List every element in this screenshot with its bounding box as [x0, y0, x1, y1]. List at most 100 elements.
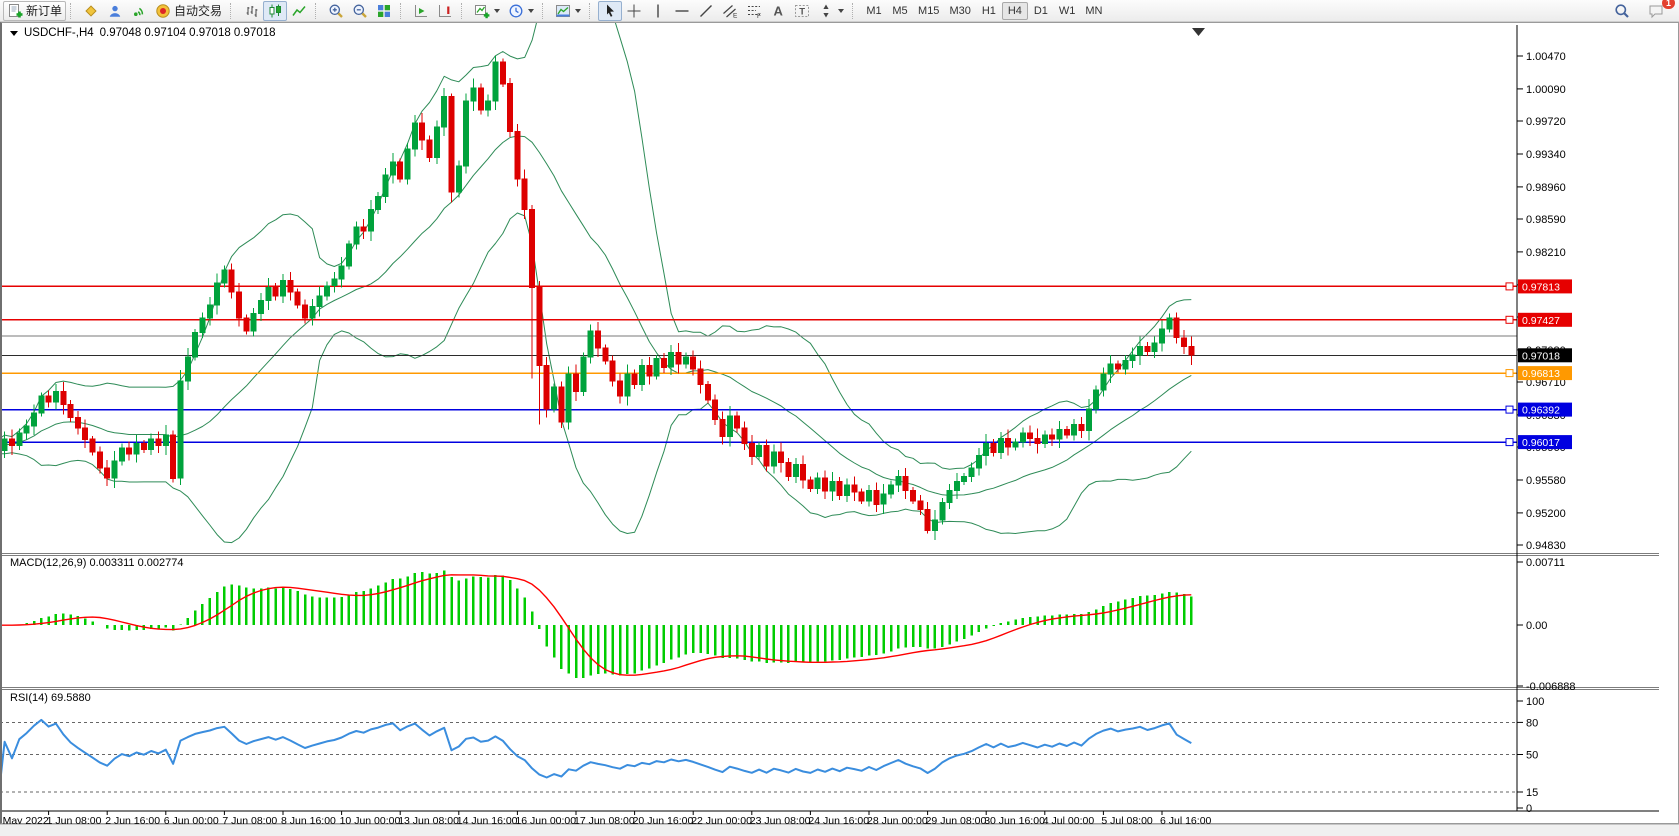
chat-button[interactable]: 1 — [1644, 0, 1675, 21]
svg-text:0.99340: 0.99340 — [1526, 149, 1566, 161]
svg-text:5 Jul 08:00: 5 Jul 08:00 — [1101, 815, 1153, 825]
svg-text:0.96813: 0.96813 — [1522, 368, 1560, 380]
autotrade-icon — [155, 3, 171, 19]
new-chart-button[interactable] — [470, 1, 504, 21]
svg-text:0.97427: 0.97427 — [1522, 315, 1560, 327]
toolbar-separator — [852, 2, 857, 19]
zoom-out-icon — [352, 3, 368, 19]
fibonacci-button[interactable]: F — [742, 1, 766, 21]
main-toolbar: 新订单 自动交易 E F A T M1 M5 M15 M30 H1 H4 D1 W1 MN 1 — [0, 0, 1679, 22]
trendline-button[interactable] — [694, 1, 718, 21]
rsi-line — [2, 718, 1192, 779]
svg-text:-0.006888: -0.006888 — [1526, 681, 1576, 693]
toolbar-right-group: 1 — [1610, 0, 1676, 21]
chart-title-bar[interactable]: USDCHF-,H4 0.97048 0.97104 0.97018 0.970… — [10, 27, 276, 39]
zoom-in-icon — [328, 3, 344, 19]
chart-window: 1.00470 1.00090 0.99720 0.99340 0.98960 0.985… — [0, 22, 1679, 825]
chart-menu-icon[interactable] — [10, 30, 18, 36]
new-order-button[interactable]: 新订单 — [3, 0, 67, 21]
svg-text:6 Jun 00:00: 6 Jun 00:00 — [164, 815, 219, 825]
search-button[interactable] — [1610, 1, 1634, 21]
svg-text:A: A — [774, 3, 784, 18]
timeframe-h4[interactable]: H4 — [1001, 1, 1028, 20]
arrows-icon — [818, 3, 834, 19]
text-button[interactable]: A — [766, 1, 790, 21]
line-chart-button[interactable] — [287, 1, 311, 21]
bars-icon — [243, 3, 259, 19]
hline-icon — [674, 3, 690, 19]
auto-scroll-icon — [437, 3, 453, 19]
toolbar-separator — [542, 2, 547, 19]
dropdown-caret-icon[interactable] — [528, 8, 535, 13]
timeframe-mn[interactable]: MN — [1080, 2, 1107, 20]
timeframe-d1[interactable]: D1 — [1028, 2, 1054, 20]
mql5-community-button[interactable] — [103, 1, 127, 21]
toolbar-separator — [400, 2, 405, 19]
svg-text:28 Jun 00:00: 28 Jun 00:00 — [867, 815, 928, 825]
svg-text:0.98960: 0.98960 — [1526, 182, 1566, 194]
zoom-out-button[interactable] — [348, 1, 372, 21]
cursor-button[interactable] — [598, 0, 623, 21]
dropdown-caret-icon[interactable] — [494, 8, 501, 13]
timeframe-m30[interactable]: M30 — [944, 2, 975, 20]
svg-text:7 Jun 08:00: 7 Jun 08:00 — [222, 815, 277, 825]
notification-badge: 1 — [1661, 0, 1675, 9]
auto-scroll-button[interactable] — [433, 1, 457, 21]
dropdown-caret-icon[interactable] — [575, 8, 582, 13]
new-chart-icon — [474, 3, 490, 19]
svg-text:50: 50 — [1526, 750, 1538, 762]
price-chart-canvas[interactable]: 1.00470 1.00090 0.99720 0.99340 0.98960 0.985… — [2, 23, 1679, 825]
signals-button[interactable] — [127, 1, 151, 21]
toolbar-separator — [230, 2, 235, 19]
svg-text:0.97813: 0.97813 — [1522, 281, 1560, 293]
template-icon — [555, 3, 571, 19]
svg-text:8 Jun 16:00: 8 Jun 16:00 — [281, 815, 336, 825]
label-t-icon: T — [794, 3, 810, 19]
svg-text:29 Jun 08:00: 29 Jun 08:00 — [926, 815, 987, 825]
chart-shift-button[interactable] — [409, 1, 433, 21]
crosshair-icon — [626, 3, 642, 19]
candles-icon — [267, 3, 283, 19]
tile-icon — [376, 3, 392, 19]
svg-text:1 Jun 08:00: 1 Jun 08:00 — [47, 815, 102, 825]
timeframe-h1[interactable]: H1 — [976, 2, 1002, 20]
svg-text:T: T — [799, 6, 805, 17]
timeframe-m1[interactable]: M1 — [861, 2, 887, 20]
timeframe-m15[interactable]: M15 — [913, 2, 944, 20]
timeframe-m5[interactable]: M5 — [887, 2, 913, 20]
dropdown-caret-icon[interactable] — [838, 8, 845, 13]
svg-text:16 Jun 00:00: 16 Jun 00:00 — [515, 815, 576, 825]
templates-button[interactable] — [551, 1, 585, 21]
svg-text:0.95200: 0.95200 — [1526, 508, 1566, 520]
arrow-objects-button[interactable] — [814, 1, 848, 21]
equidistant-channel-button[interactable]: E — [718, 1, 742, 21]
tile-windows-button[interactable] — [372, 1, 396, 21]
bar-chart-button[interactable] — [239, 1, 263, 21]
svg-text:0.94830: 0.94830 — [1526, 540, 1566, 552]
crosshair-button[interactable] — [622, 1, 646, 21]
svg-text:0.96017: 0.96017 — [1522, 437, 1560, 449]
zoom-in-button[interactable] — [324, 1, 348, 21]
metaeditor-button[interactable] — [79, 1, 103, 21]
candlestick-chart-button[interactable] — [263, 0, 288, 21]
timeframe-w1[interactable]: W1 — [1054, 2, 1081, 20]
vertical-line-button[interactable] — [646, 1, 670, 21]
search-icon — [1614, 3, 1630, 19]
horizontal-line-button[interactable] — [670, 1, 694, 21]
svg-text:24 Jun 16:00: 24 Jun 16:00 — [808, 815, 869, 825]
svg-text:E: E — [733, 12, 738, 19]
new-order-icon — [7, 3, 23, 19]
autotrade-button[interactable]: 自动交易 — [151, 1, 226, 21]
profiles-button[interactable] — [504, 1, 538, 21]
svg-text:80: 80 — [1526, 717, 1538, 729]
svg-text:0.97018: 0.97018 — [1522, 350, 1560, 362]
cursor-icon — [602, 3, 618, 19]
toolbar-separator — [589, 2, 594, 19]
svg-text:15: 15 — [1526, 787, 1538, 799]
svg-text:10 Jun 00:00: 10 Jun 00:00 — [340, 815, 401, 825]
svg-text:4 Jul 00:00: 4 Jul 00:00 — [1043, 815, 1095, 825]
text-label-button[interactable]: T — [790, 1, 814, 21]
chart-ohlc-values: 0.97048 0.97104 0.97018 0.97018 — [99, 27, 276, 39]
svg-text:23 Jun 08:00: 23 Jun 08:00 — [750, 815, 811, 825]
